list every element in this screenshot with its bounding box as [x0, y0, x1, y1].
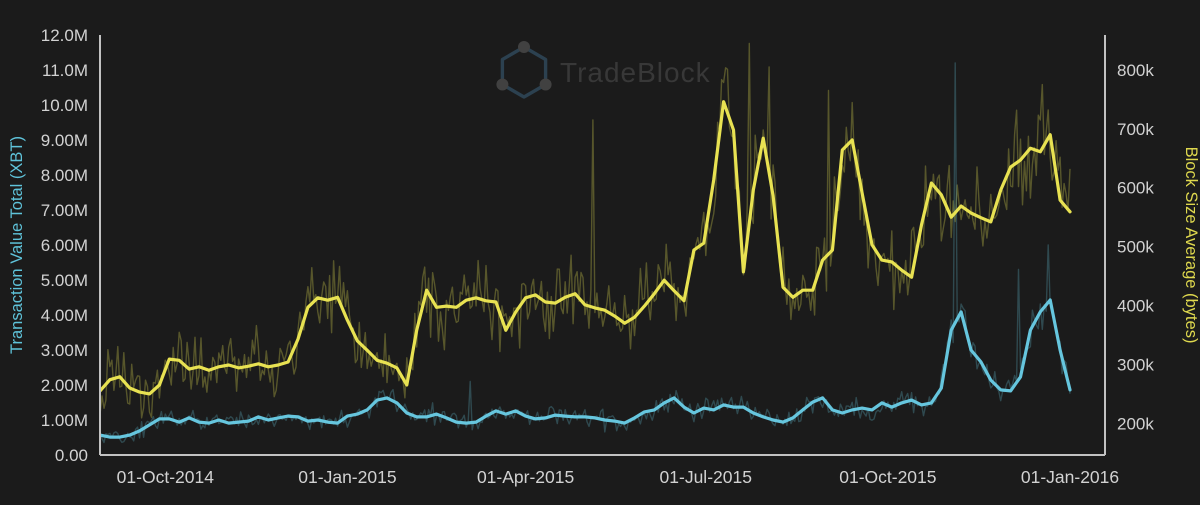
left-axis-tick-label: 1.00M: [41, 411, 88, 430]
left-axis-tick-label: 10.0M: [41, 96, 88, 115]
tradeblock-watermark-text: TradeBlock: [560, 57, 711, 88]
left-axis-tick-label: 4.00M: [41, 306, 88, 325]
left-axis-tick-label: 2.00M: [41, 376, 88, 395]
block-size-average-line: [100, 100, 1072, 396]
left-axis-tick-label: 6.00M: [41, 236, 88, 255]
transaction-value-total-line: [100, 298, 1072, 439]
right-axis-tick-label: 600k: [1117, 179, 1154, 198]
left-axis-tick-label: 11.0M: [42, 61, 88, 80]
x-axis-tick-label: 01-Jan-2016: [1021, 467, 1119, 487]
left-axis-tick-label: 0.00: [55, 446, 88, 465]
right-axis-tick-label: 200k: [1117, 414, 1154, 433]
tradeblock-logo-icon: [496, 41, 552, 99]
smoothed-lines: [100, 100, 1072, 439]
block-size-raw-line: [100, 42, 1071, 419]
left-axis-tick-label: 8.00M: [41, 166, 88, 185]
right-axis-tick-label: 700k: [1117, 120, 1154, 139]
x-axis-tick-label: 01-Jul-2015: [660, 467, 752, 487]
x-axis-tick-label: 01-Apr-2015: [477, 467, 574, 487]
right-axis-title: Block Size Average (bytes): [1182, 147, 1200, 344]
right-axis-tick-label: 500k: [1117, 238, 1154, 257]
right-axis-tick-label: 300k: [1117, 355, 1154, 374]
right-axis-tick-label: 800k: [1117, 61, 1154, 80]
x-axis-tick-label: 01-Jan-2015: [298, 467, 396, 487]
x-axis-tick-label: 01-Oct-2015: [839, 467, 936, 487]
raw-daily-lines: [100, 42, 1071, 444]
left-axis-title: Transaction Value Total (XBT): [8, 136, 26, 354]
left-axis-tick-label: 7.00M: [41, 201, 88, 220]
x-axis-tick-label: 01-Oct-2014: [117, 467, 215, 487]
axis-labels: 0.00 1.00M 2.00M 3.00M 4.00M 5.00M 6.00M 7.00M 8…: [8, 26, 1200, 487]
left-axis-tick-label: 3.00M: [41, 341, 88, 360]
tradeblock-watermark: TradeBlock: [496, 41, 711, 99]
left-axis-tick-label: 9.00M: [41, 131, 88, 150]
right-axis-tick-label: 400k: [1117, 297, 1154, 316]
left-axis-tick-label: 12.0M: [41, 26, 88, 45]
axes: [99, 35, 1106, 456]
left-axis-tick-label: 5.00M: [41, 271, 88, 290]
transaction-value-raw-line: [100, 62, 1071, 444]
